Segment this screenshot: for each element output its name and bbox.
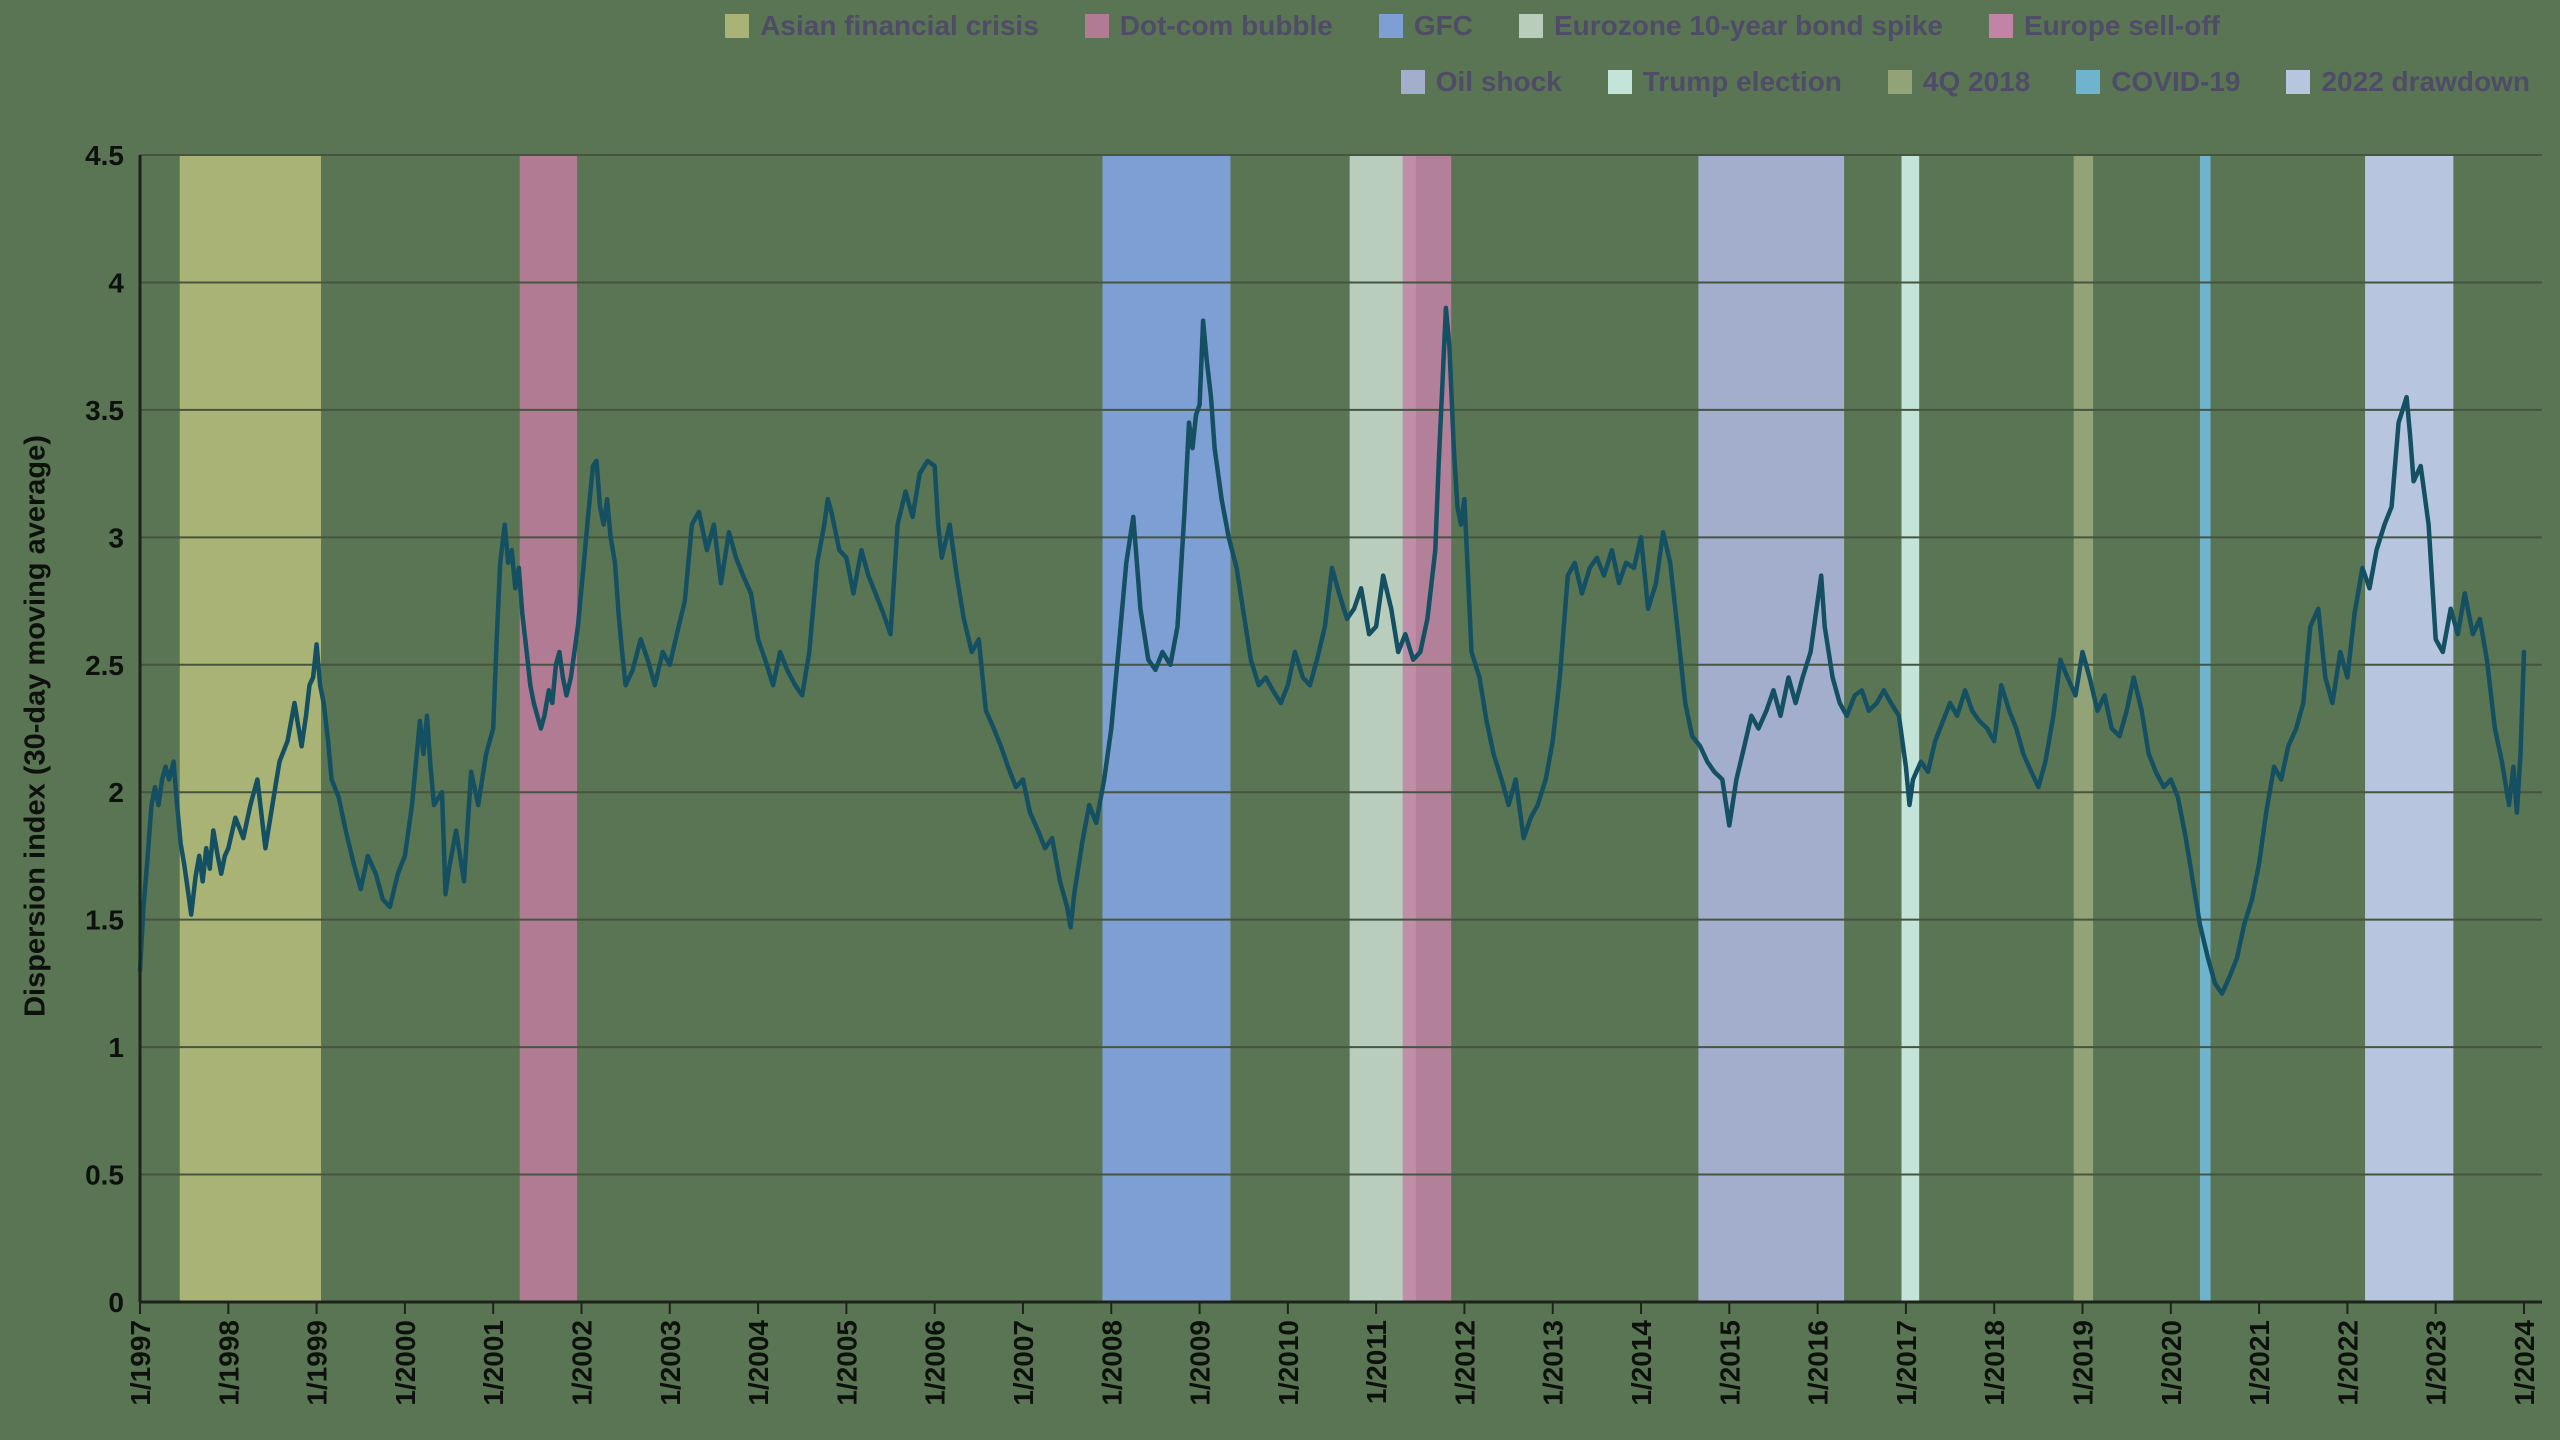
- legend-item-covid-19: COVID-19: [2076, 66, 2240, 98]
- dispersion-index-line: [137, 305, 2527, 996]
- x-tick-label-1-2003: 1/2003: [655, 1320, 686, 1406]
- legend-label-eurozone-10-year-bond-spike: Eurozone 10-year bond spike: [1553, 10, 1943, 41]
- legend-item-4q-2018: 4Q 2018: [1887, 66, 2031, 98]
- x-tick-label-1-2018: 1/2018: [1979, 1320, 2010, 1406]
- legend-swatch-covid-19-icon: [2076, 70, 2101, 94]
- legend-swatch-oil-shock-icon: [1400, 70, 1425, 94]
- legend-label-4q-2018: 4Q 2018: [1922, 66, 2031, 97]
- band-4q-2018: [2073, 155, 2094, 1302]
- band-gfc: [1102, 155, 1231, 1302]
- y-tick-label-0: 0: [108, 1287, 124, 1318]
- x-tick-label-1-2023: 1/2023: [2421, 1320, 2452, 1406]
- legend-row-2: Oil shock Trump election 4Q 2018 COVID-19 20…: [1400, 66, 2530, 98]
- x-tick-label-1-2016: 1/2016: [1803, 1320, 1834, 1406]
- x-tick-label-1-2002: 1/2002: [566, 1320, 597, 1406]
- legend-item-trump-election: Trump election: [1607, 66, 1842, 98]
- x-tick-label-1-2012: 1/2012: [1449, 1320, 1480, 1406]
- band-covid-19: [2199, 155, 2211, 1302]
- y-tick-label-2.5: 2.5: [85, 650, 124, 681]
- y-tick-label-1.5: 1.5: [85, 905, 124, 936]
- x-tick-label-1-2024: 1/2024: [2509, 1320, 2540, 1406]
- x-tick-label-1-2007: 1/2007: [1008, 1320, 1039, 1406]
- x-tick-label-1-2019: 1/2019: [2068, 1320, 2099, 1406]
- x-tick-label-1-1997: 1/1997: [125, 1320, 156, 1406]
- x-tick-label-1-2015: 1/2015: [1714, 1320, 1745, 1406]
- legend-item-eurozone-10-year-bond-spike: Eurozone 10-year bond spike: [1518, 10, 1943, 42]
- x-tick-label-1-1999: 1/1999: [302, 1320, 333, 1406]
- x-tick-label-1-2022: 1/2022: [2332, 1320, 2363, 1406]
- legend-item-dot-com-bubble: Dot-com bubble: [1084, 10, 1333, 42]
- x-tick-label-1-2005: 1/2005: [831, 1320, 862, 1406]
- legend-item-asian-financial-crisis: Asian financial crisis: [725, 10, 1039, 42]
- x-tick-label-1-2011: 1/2011: [1361, 1320, 1392, 1404]
- legend-swatch-asian-financial-crisis-icon: [725, 14, 750, 38]
- x-tick-label-1-2021: 1/2021: [2244, 1320, 2275, 1406]
- y-tick-label-4.5: 4.5: [85, 140, 124, 171]
- x-tick-label-1-2006: 1/2006: [920, 1320, 951, 1406]
- x-tick-label-1-2001: 1/2001: [478, 1320, 509, 1406]
- x-tick-label-1-2010: 1/2010: [1273, 1320, 1304, 1406]
- y-axis-label: Dispersion index (30-day moving average): [19, 435, 52, 1017]
- y-tick-label-2: 2: [108, 777, 124, 808]
- x-tick-label-1-2004: 1/2004: [743, 1320, 774, 1406]
- y-tick-label-3: 3: [108, 522, 124, 553]
- x-tick-label-1-2014: 1/2014: [1626, 1320, 1657, 1406]
- legend-swatch-eurozone-10-year-bond-spike-icon: [1518, 14, 1543, 38]
- y-tick-label-3.5: 3.5: [85, 395, 124, 426]
- x-tick-label-1-2017: 1/2017: [1891, 1320, 1922, 1406]
- x-tick-label-1-2008: 1/2008: [1096, 1320, 1127, 1406]
- chart-legend: Asian financial crisis Dot-com bubble GFC E…: [725, 10, 2530, 98]
- legend-row-1: Asian financial crisis Dot-com bubble GFC E…: [725, 10, 2220, 42]
- legend-label-asian-financial-crisis: Asian financial crisis: [760, 10, 1039, 41]
- legend-label-covid-19: COVID-19: [2111, 66, 2241, 97]
- x-tick-label-1-2009: 1/2009: [1185, 1320, 1216, 1406]
- legend-item-europe-sell-off: Europe sell-off: [1988, 10, 2220, 42]
- legend-label-oil-shock: Oil shock: [1435, 66, 1562, 97]
- band-oil-shock: [1698, 155, 1845, 1302]
- legend-label-2022-drawdown: 2022 drawdown: [2321, 66, 2530, 97]
- x-tick-label-1-2020: 1/2020: [2156, 1320, 2187, 1406]
- band-dot-com-bubble: [519, 155, 578, 1302]
- legend-swatch-europe-sell-off-icon: [1988, 14, 2013, 38]
- legend-item-2022-drawdown: 2022 drawdown: [2286, 66, 2530, 98]
- band-2022-drawdown: [2365, 155, 2454, 1302]
- x-tick-label-1-2000: 1/2000: [390, 1320, 421, 1406]
- legend-swatch-gfc-icon: [1378, 14, 1403, 38]
- legend-label-trump-election: Trump election: [1642, 66, 1842, 97]
- y-tick-label-1: 1: [108, 1032, 124, 1063]
- legend-label-gfc: GFC: [1413, 10, 1473, 41]
- x-tick-label-1-2013: 1/2013: [1538, 1320, 1569, 1406]
- legend-swatch-trump-election-icon: [1607, 70, 1632, 94]
- y-tick-label-0.5: 0.5: [85, 1160, 124, 1191]
- legend-label-europe-sell-off: Europe sell-off: [2023, 10, 2220, 41]
- legend-swatch-2022-drawdown-icon: [2286, 70, 2311, 94]
- y-tick-label-4: 4: [108, 267, 124, 298]
- x-tick-label-1-1998: 1/1998: [213, 1320, 244, 1406]
- legend-item-oil-shock: Oil shock: [1400, 66, 1562, 98]
- legend-swatch-4q-2018-icon: [1887, 70, 1912, 94]
- legend-swatch-dot-com-bubble-icon: [1084, 14, 1109, 38]
- legend-item-gfc: GFC: [1378, 10, 1473, 42]
- legend-label-dot-com-bubble: Dot-com bubble: [1119, 10, 1333, 41]
- band-trump-election: [1901, 155, 1920, 1302]
